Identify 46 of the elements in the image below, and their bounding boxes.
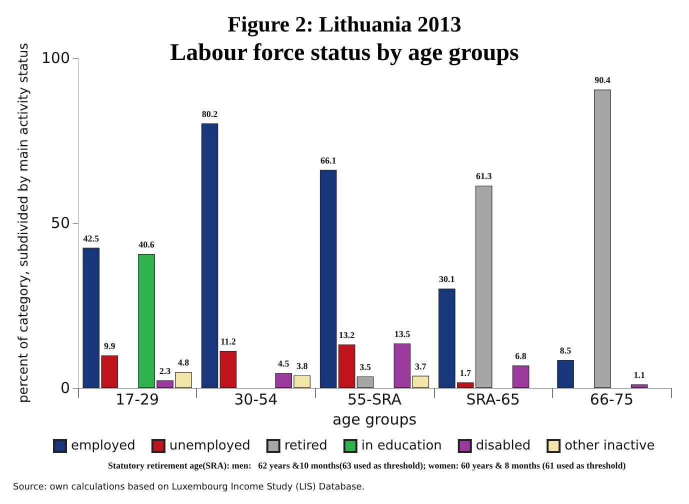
x-tick-label: 55-SRA	[347, 390, 402, 408]
bar	[631, 384, 648, 388]
data-label: 3.7	[415, 361, 427, 372]
data-label: 4.5	[278, 358, 290, 369]
data-label: 30.1	[439, 274, 456, 284]
legend-label: employed	[71, 438, 136, 454]
chart-title: Figure 2: Lithuania 2013	[228, 12, 462, 36]
data-label: 3.8	[296, 360, 308, 371]
y-tick-label: 100	[41, 49, 70, 67]
legend-label: disabled	[476, 438, 531, 454]
chart-subtitle: Labour force status by age groups	[170, 40, 519, 66]
legend-label: retired	[284, 438, 328, 454]
data-label: 4.8	[178, 358, 190, 368]
data-label: 9.9	[104, 340, 116, 351]
data-label: 2.3	[159, 366, 172, 376]
data-label: 13.5	[394, 328, 411, 339]
x-tick-label: SRA-65	[466, 390, 520, 408]
x-tick-label: 17-29	[116, 390, 160, 408]
data-label: 1.7	[460, 368, 472, 378]
data-label: 90.4	[594, 75, 611, 86]
data-label: 8.5	[560, 345, 572, 356]
data-label: 40.6	[138, 240, 155, 250]
x-tick-label: 30-54	[234, 390, 278, 408]
data-label: 11.2	[220, 336, 236, 347]
bar	[512, 366, 530, 388]
data-label: 6.8	[515, 351, 527, 362]
data-label: 66.1	[320, 155, 337, 166]
data-label: 80.2	[202, 108, 218, 119]
y-tick-label: 0	[60, 379, 70, 397]
x-tick-label: 66-75	[590, 390, 634, 408]
bar	[201, 123, 218, 388]
data-label: 1.1	[634, 370, 646, 380]
y-tick-label: 50	[50, 214, 70, 232]
bar	[557, 360, 574, 388]
data-label: 61.3	[476, 171, 492, 182]
data-label: 42.5	[83, 233, 100, 244]
legend-label: other inactive	[564, 438, 655, 454]
bar	[220, 351, 237, 388]
data-label: 13.2	[338, 330, 356, 340]
x-axis-title: age groups	[332, 410, 417, 428]
legend-label: in education	[361, 438, 442, 454]
text: Statutory retirement age(SRA): men: 62 years &10 months(63 used as threshold); women: 60 years & 8 months (61 used as threshold)	[108, 460, 626, 470]
source-note: Source: own calculations based on Luxembourg Income Study (LIS) Database.	[13, 482, 365, 492]
y-axis-title: percent of category, subdivided by main activity status	[16, 42, 32, 404]
data-label: 3.5	[360, 362, 372, 372]
legend-label: unemployed	[169, 438, 250, 454]
